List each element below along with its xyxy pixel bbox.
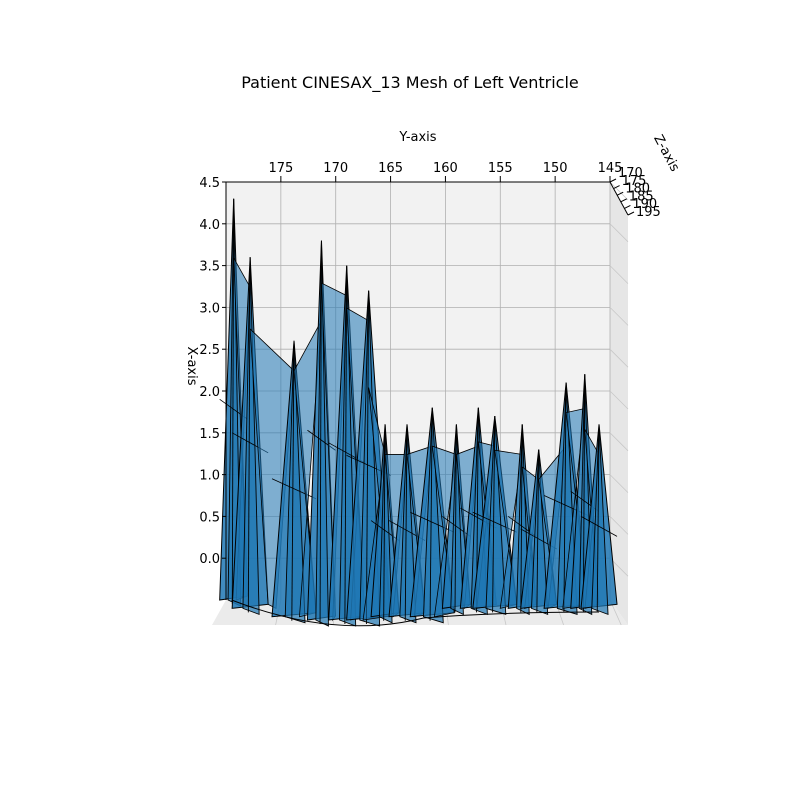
x-tick-label: 4.5: [199, 176, 220, 191]
z-tick-label: 185: [629, 189, 654, 204]
y-tick-label: 175: [268, 161, 293, 176]
y-axis-label: Y-axis: [398, 130, 436, 145]
y-tick-label: 170: [323, 161, 348, 176]
z-tick-label: 180: [625, 182, 650, 197]
x-axis-ticks: 0.0 0.5 1.0 1.5 2.0 2.5 3.0 3.5 4.0 4.5: [199, 176, 226, 567]
mesh-edge: [344, 265, 348, 625]
mesh-edge: [247, 257, 251, 613]
x-tick-label: 0.0: [199, 552, 220, 567]
mesh-base-outline: [231, 599, 600, 627]
mesh-face: [284, 340, 306, 624]
x-tick-label: 3.0: [199, 301, 220, 316]
mesh-edge: [596, 424, 600, 613]
mesh-face: [339, 265, 357, 627]
mesh-edge: [383, 424, 386, 621]
mesh-spike: [231, 257, 269, 616]
grid-line-side: [609, 516, 629, 535]
mesh-face: [531, 449, 549, 616]
x-tick-label: 2.0: [199, 385, 220, 400]
mesh-face: [399, 424, 417, 624]
x-tick-label: 2.5: [199, 343, 220, 358]
side-pane: [610, 182, 628, 625]
z-tick-label: 190: [632, 197, 657, 212]
x-tick-label: 3.5: [199, 260, 220, 275]
grid-line-side: [609, 432, 629, 452]
mesh-edge: [319, 240, 322, 625]
mesh-edge: [410, 511, 455, 533]
x-tick-label: 0.5: [199, 510, 220, 525]
x-tick-label: 4.0: [199, 218, 220, 233]
mesh-spike: [370, 424, 400, 624]
mesh-face: [379, 424, 393, 624]
grid-line-side: [609, 474, 629, 493]
z-tick-label: 175: [622, 174, 647, 189]
mesh-edge: [582, 374, 586, 613]
z-tick-mark: [616, 191, 624, 196]
grid-line-side: [609, 265, 629, 284]
grid-line-side: [609, 390, 629, 410]
y-tick-label: 150: [543, 161, 568, 176]
y-axis-ticks: 175 170 165 160 155 150 145: [268, 161, 622, 182]
grid-line-side: [609, 307, 629, 326]
mesh-edge: [404, 424, 408, 621]
mesh-edge: [429, 407, 433, 621]
mesh-face: [591, 424, 609, 616]
grid-line-side: [609, 348, 629, 368]
mesh-face: [450, 424, 464, 616]
z-tick-mark: [609, 178, 617, 183]
mesh-edge: [536, 449, 540, 613]
mesh-edge: [365, 290, 370, 625]
mesh-spike: [472, 416, 518, 615]
mesh-face: [422, 407, 444, 624]
mesh-edge: [580, 516, 618, 537]
chart-title: Patient CINESAX_13 Mesh of Left Ventricl…: [241, 73, 579, 93]
grid-line-side: [609, 181, 629, 201]
y-tick-label: 155: [488, 161, 513, 176]
mesh-edge: [231, 198, 235, 605]
z-tick-mark: [620, 198, 628, 203]
y-tick-label: 160: [433, 161, 458, 176]
z-axis-line: [609, 181, 629, 216]
z-tick-mark: [624, 204, 631, 209]
z-tick-mark: [627, 211, 635, 216]
mesh-spike: [580, 424, 618, 616]
y-tick-label: 145: [598, 161, 623, 176]
x-axis-label: X-axis: [184, 347, 199, 386]
mesh-edge: [492, 416, 496, 613]
z-tick-label: 170: [618, 166, 643, 181]
mesh-spike: [306, 240, 336, 627]
x-tick-label: 1.5: [199, 427, 220, 442]
y-tick-label: 165: [378, 161, 403, 176]
mesh-edge: [563, 382, 567, 613]
ventricle-mesh: [219, 198, 618, 627]
x-tick-label: 1.0: [199, 469, 220, 484]
mesh-edge: [520, 424, 523, 613]
mesh-face: [485, 416, 507, 615]
z-axis-label: Z-axis: [650, 132, 682, 174]
mesh-edge: [291, 340, 295, 621]
mesh-face: [242, 257, 260, 616]
grid-line-side: [609, 223, 629, 243]
z-tick-label: 195: [636, 205, 661, 220]
z-tick-mark: [613, 185, 620, 190]
